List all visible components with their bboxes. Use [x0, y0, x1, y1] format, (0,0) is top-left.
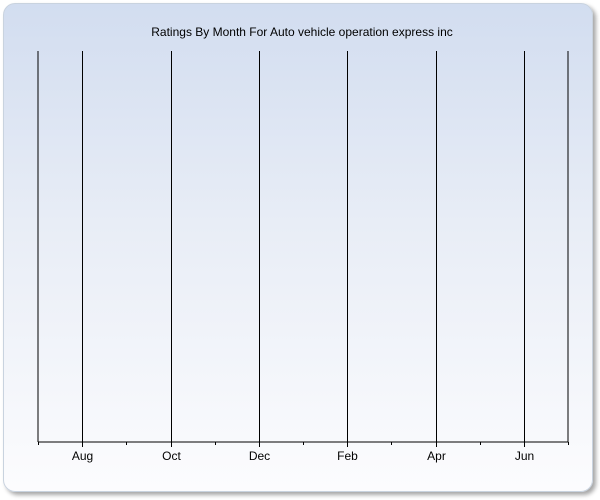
gridlines	[82, 51, 525, 442]
x-axis-tick-labels: Aug Oct Dec Feb Apr Jun	[72, 449, 534, 463]
x-tick-label-apr: Apr	[427, 449, 446, 463]
x-axis-ticks	[38, 442, 569, 447]
chart-title: Ratings By Month For Auto vehicle operat…	[151, 25, 453, 39]
x-tick-label-dec: Dec	[249, 449, 270, 463]
x-tick-label-aug: Aug	[72, 449, 93, 463]
x-tick-label-jun: Jun	[515, 449, 534, 463]
x-tick-label-feb: Feb	[337, 449, 358, 463]
plot-area	[38, 51, 568, 442]
chart-container: Ratings By Month For Auto vehicle operat…	[3, 3, 593, 492]
x-tick-label-oct: Oct	[162, 449, 181, 463]
